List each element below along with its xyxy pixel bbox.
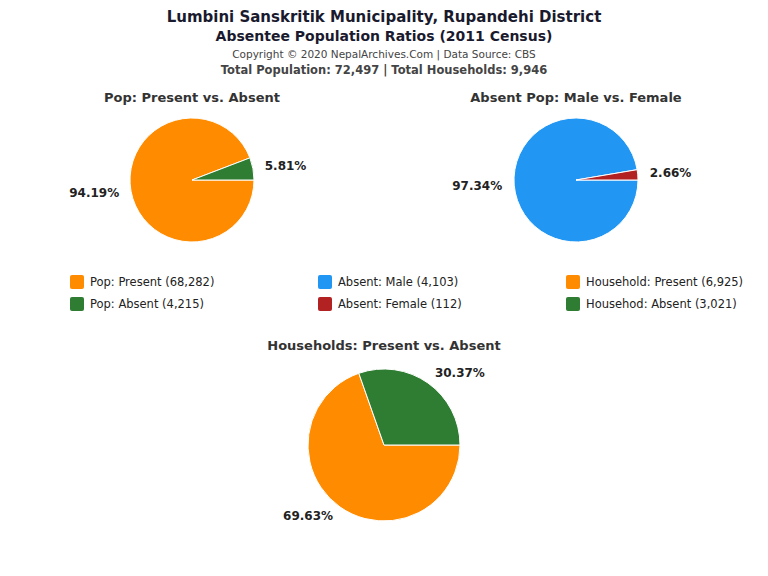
- data-label: 5.81%: [265, 159, 307, 173]
- data-label: 2.66%: [650, 166, 692, 180]
- data-label: 94.19%: [69, 186, 119, 200]
- pie-chart: Households: Present vs. Absent 69.63% 30.3…: [267, 338, 500, 523]
- title: Lumbini Sanskritik Municipality, Rupande…: [167, 8, 602, 26]
- data-label: 69.63%: [283, 509, 333, 523]
- annotation: Copyright © 2020 NepalArchives.Com | Dat…: [232, 48, 536, 61]
- pie-slice: [130, 118, 254, 242]
- pie-slice: [359, 369, 460, 445]
- legend: Pop: Present (68,282) Pop: Absent (4,215)…: [70, 275, 743, 312]
- legend-entry: Absent: Female (112): [338, 297, 462, 311]
- data-label: 30.37%: [435, 366, 485, 380]
- legend-swatch: [70, 297, 84, 311]
- legend-entry: Househod: Absent (3,021): [586, 297, 737, 311]
- legend-swatch: [318, 297, 332, 311]
- legend-entry: Household: Present (6,925): [586, 275, 743, 289]
- pie-slice: [514, 118, 638, 242]
- pie-chart: Pop: Present vs. Absent 94.19% 5.81%: [69, 90, 306, 242]
- chart-title: Absent Pop: Male vs. Female: [470, 90, 682, 105]
- data-label: 97.34%: [452, 179, 502, 193]
- legend-entry: Pop: Present (68,282): [90, 275, 214, 289]
- legend-swatch: [70, 275, 84, 289]
- chart: Lumbini Sanskritik Municipality, Rupande…: [0, 0, 768, 576]
- legend-swatch: [318, 275, 332, 289]
- pie-slice: [576, 170, 638, 180]
- pie-chart: Absent Pop: Male vs. Female 97.34% 2.66%: [452, 90, 691, 242]
- legend-swatch: [566, 297, 580, 311]
- pie-slice: [192, 158, 254, 180]
- subtitle: Absentee Population Ratios (2011 Census): [216, 28, 553, 44]
- annotation: Total Population: 72,497 | Total Househo…: [221, 63, 547, 77]
- chart-title: Households: Present vs. Absent: [267, 338, 500, 353]
- legend-entry: Pop: Absent (4,215): [90, 297, 204, 311]
- legend-entry: Absent: Male (4,103): [338, 275, 458, 289]
- chart-title: Pop: Present vs. Absent: [104, 90, 280, 105]
- legend-swatch: [566, 275, 580, 289]
